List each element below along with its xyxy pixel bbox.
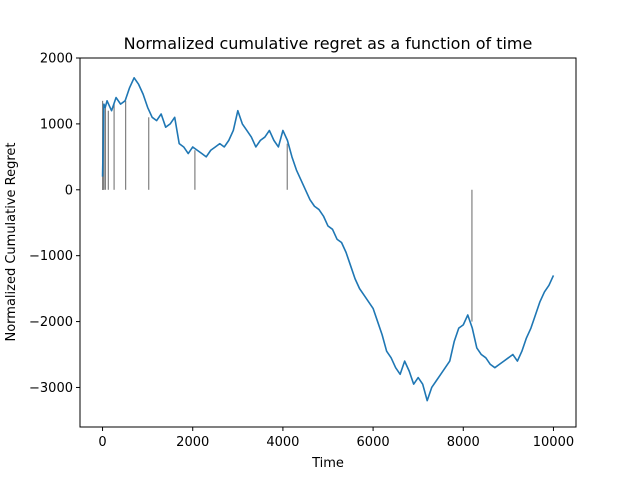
x-tick-label: 10000 <box>533 435 574 450</box>
y-axis: −3000 −2000 −1000 0 1000 2000 <box>29 52 80 396</box>
y-tick-label: 0 <box>65 183 73 198</box>
y-axis-title: Normalized Cumulative Regret <box>4 142 19 341</box>
y-tick-label: 2000 <box>40 52 73 67</box>
plot-data <box>101 76 555 402</box>
regret-line <box>101 76 555 402</box>
y-tick-label: −3000 <box>29 381 73 396</box>
x-tick-label: 6000 <box>357 435 390 450</box>
x-tick-label: 0 <box>98 435 106 450</box>
y-tick-label: −2000 <box>29 315 73 330</box>
x-axis-title: Time <box>311 456 344 471</box>
x-tick-label: 8000 <box>447 435 480 450</box>
chart-title: Normalized cumulative regret as a functi… <box>124 34 533 53</box>
x-tick-label: 4000 <box>266 435 299 450</box>
y-tick-label: −1000 <box>29 249 73 264</box>
plot-frame <box>79 57 577 428</box>
x-tick-label: 2000 <box>176 435 209 450</box>
y-tick-label: 1000 <box>40 117 73 132</box>
x-axis: 0 2000 4000 6000 8000 10000 <box>98 427 574 450</box>
